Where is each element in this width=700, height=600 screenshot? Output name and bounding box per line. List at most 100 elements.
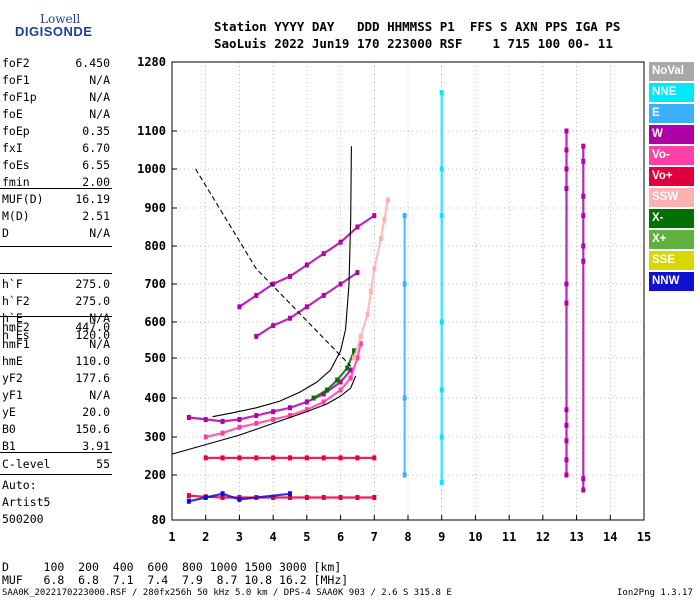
param-name: hmE [2, 354, 23, 368]
logo-lowell: Lowell [40, 12, 81, 26]
param-b1: B1 3.91 [2, 439, 110, 456]
x-tick-label: 2 [202, 530, 209, 544]
auto-code: 500200 [2, 512, 44, 526]
param-value: 177.6 [75, 371, 110, 385]
y-tick-label: 1280 [137, 55, 166, 69]
param-name: foEp [2, 124, 30, 138]
param-yf2: yF2 177.6 [2, 371, 110, 388]
param-name: foE [2, 107, 23, 121]
param-hmf1: hmF1 N/A [2, 337, 110, 354]
param-value: 2.00 [82, 175, 110, 189]
x-tick-label: 7 [371, 530, 378, 544]
param-name: yF2 [2, 371, 23, 385]
trace-band-w [238, 214, 376, 308]
param-name: yE [2, 405, 16, 419]
profile-curve [212, 146, 352, 418]
y-tick-label: 900 [144, 201, 166, 215]
panel-separator [0, 474, 112, 475]
param-name: h`F2 [2, 294, 30, 308]
param-name: C-level [2, 457, 51, 471]
param-name: fmin [2, 175, 30, 189]
footer-version: Ion2Png 1.3.17 [617, 588, 693, 598]
panel-separator [0, 316, 112, 317]
param-foep: foEp 0.35 [2, 124, 110, 141]
param-fof1: foF1 N/A [2, 73, 110, 90]
param-fof1p: foF1p N/A [2, 90, 110, 107]
y-tick-label: 80 [152, 513, 166, 527]
param-value: 447.0 [75, 320, 110, 334]
param-foes: foEs 6.55 [2, 158, 110, 175]
param-ye: yE 20.0 [2, 405, 110, 422]
param-value: N/A [89, 388, 110, 402]
y-tick-label: 1100 [137, 124, 166, 138]
param-name: D [2, 226, 9, 240]
param-value: 275.0 [75, 294, 110, 308]
x-tick-label: 13 [569, 530, 583, 544]
param-name: MUF(D) [2, 192, 44, 206]
param-value: 150.6 [75, 422, 110, 436]
param-name: h`F [2, 277, 23, 291]
trace-band-nnw [187, 492, 292, 503]
param-hme: hmE 110.0 [2, 354, 110, 371]
param-hmf2: hmF2 447.0 [2, 320, 110, 337]
muf-value-row: MUF 6.8 6.8 7.1 7.4 7.9 8.7 10.8 16.2 [M… [2, 573, 349, 587]
legend-item-e: E [649, 104, 694, 123]
param-value: 3.91 [82, 439, 110, 453]
panel-separator [0, 452, 112, 453]
y-tick-label: 300 [144, 430, 166, 444]
dashed-curve [195, 168, 352, 367]
param-m-d-: M(D) 2.51 [2, 209, 110, 226]
param-d: D N/A [2, 226, 110, 243]
legend-item-nne: NNE [649, 83, 694, 102]
legend-item-vo: Vo+ [649, 167, 694, 186]
x-tick-label: 4 [270, 530, 277, 544]
header-line-1: Station YYYY DAY DDD HHMMSS P1 FFS S AXN… [214, 19, 621, 34]
trace-band-w [187, 368, 352, 423]
param-name: B0 [2, 422, 16, 436]
param-name: h`E [2, 311, 23, 325]
x-tick-label: 3 [236, 530, 243, 544]
x-tick-label: 11 [502, 530, 516, 544]
param-value: 16.19 [75, 192, 110, 206]
param-foe: foE N/A [2, 107, 110, 124]
param-h-f2: h`F2 275.0 [2, 294, 110, 311]
param-name: h`Es [2, 328, 30, 342]
param-muf-d-: MUF(D) 16.19 [2, 192, 110, 209]
x-tick-label: 14 [603, 530, 617, 544]
param-value: 6.55 [82, 158, 110, 172]
param-name: yF1 [2, 388, 23, 402]
trace-band-vo [187, 494, 376, 499]
param-c-level: C-level 55 [2, 457, 110, 474]
legend-item-sse: SSE [649, 251, 694, 270]
param-name: fxI [2, 141, 23, 155]
x-tick-label: 1 [168, 530, 175, 544]
param-name: B1 [2, 439, 16, 453]
x-tick-label: 5 [303, 530, 310, 544]
trace-band-x [312, 349, 356, 400]
x-tick-label: 8 [404, 530, 411, 544]
y-tick-label: 700 [144, 277, 166, 291]
panel-separator [0, 246, 112, 247]
trace-band-w [255, 271, 359, 338]
panel-separator [0, 273, 112, 274]
x-tick-label: 15 [637, 530, 651, 544]
param-name: foF2 [2, 56, 30, 70]
trace-band-ssw [353, 199, 389, 360]
model-curve [171, 375, 357, 455]
param-fmin: fmin 2.00 [2, 175, 110, 192]
param-value: N/A [89, 107, 110, 121]
param-fxi: fxI 6.70 [2, 141, 110, 158]
param-name: hmF1 [2, 337, 30, 351]
param-value: 6.450 [75, 56, 110, 70]
y-tick-label: 1000 [137, 162, 166, 176]
legend-item-vo: Vo- [649, 146, 694, 165]
param-value: N/A [89, 226, 110, 240]
param-value: N/A [89, 73, 110, 87]
y-tick-label: 400 [144, 391, 166, 405]
param-value: N/A [89, 337, 110, 351]
panel-separator [0, 188, 112, 189]
param-name: foF1p [2, 90, 37, 104]
param-value: N/A [89, 311, 110, 325]
param-value: 275.0 [75, 277, 110, 291]
param-name: M(D) [2, 209, 30, 223]
